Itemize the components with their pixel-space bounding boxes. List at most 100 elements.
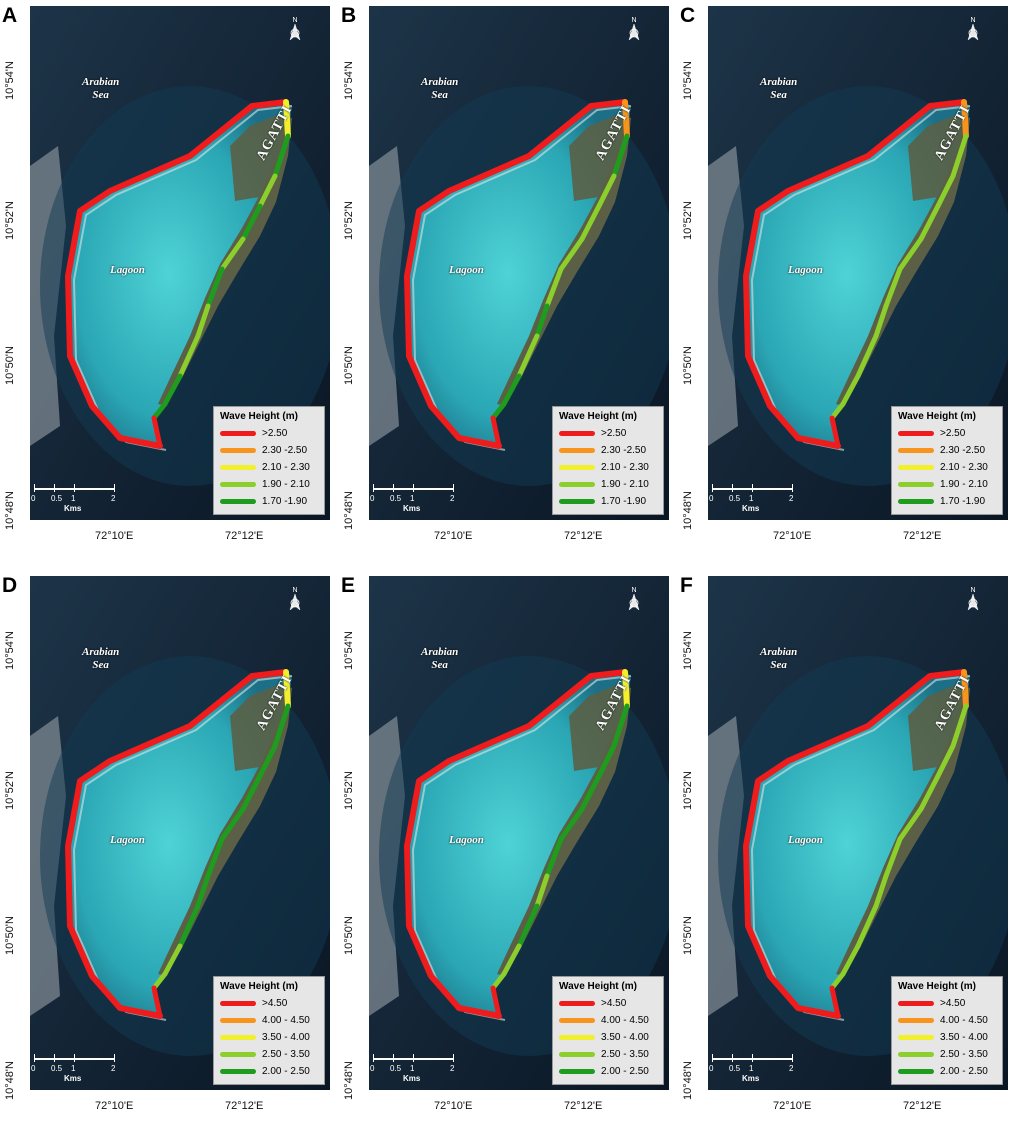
legend-title: Wave Height (m) <box>220 411 298 422</box>
panel-letter: D <box>2 574 18 597</box>
latitude-label: 10°48'N <box>343 1061 355 1100</box>
scale-tick-label: 2 <box>111 1064 116 1073</box>
satellite-map: Arabian Sea Lagoon AGATTI N 0 0.5 1 2 Kms Wave Hei… <box>708 6 1008 520</box>
legend-swatch <box>898 448 934 453</box>
legend-label: 3.50 - 4.00 <box>262 1032 310 1043</box>
wave-segment-east <box>935 743 956 779</box>
wave-segment-east <box>897 806 924 842</box>
scale-tick-label: 0 <box>370 494 375 503</box>
legend-swatch <box>898 1001 934 1006</box>
latitude-label: 10°48'N <box>4 491 16 530</box>
legend-label: >4.50 <box>262 998 288 1009</box>
wave-segment-east <box>162 373 183 407</box>
scale-bar: 0 0.5 1 2 Kms <box>370 482 463 513</box>
sea-label: Arabian Sea <box>82 646 120 671</box>
scale-unit: Kms <box>742 1074 760 1083</box>
wave-segment-east <box>516 333 540 379</box>
legend-swatch <box>220 1035 256 1040</box>
legend-swatch <box>559 482 595 487</box>
longitude-label: 72°12'E <box>564 1100 603 1112</box>
legend-swatch <box>220 1069 256 1074</box>
legend-label: 2.30 -2.50 <box>940 445 986 456</box>
scale-tick-label: 0 <box>31 1064 36 1073</box>
legend-entry: 2.50 - 3.50 <box>898 1046 1002 1063</box>
scale-tick-label: 1 <box>410 1064 415 1073</box>
wave-segment-east <box>829 985 841 1019</box>
latitude-label: 10°50'N <box>682 916 694 955</box>
wave-segment-east <box>829 401 846 421</box>
wave-segment-tip <box>961 99 969 139</box>
map-panel-e: E 10°54'N 10°52'N 10°50'N 10°48'N 72°10'E 72°1… <box>339 570 678 1130</box>
legend-swatch <box>220 1052 256 1057</box>
wave-segment-east <box>950 703 969 749</box>
longitude-label: 72°10'E <box>773 530 812 542</box>
satellite-map: Arabian Sea Lagoon AGATTI N 0 0.5 1 2 Kms Wave Hei… <box>30 6 330 520</box>
wave-segment-east <box>883 266 903 309</box>
atoll-map-svg <box>30 6 330 520</box>
north-arrow-icon: N <box>966 14 980 44</box>
scale-tick-label: 0 <box>370 1064 375 1073</box>
latitude-label: 10°50'N <box>343 916 355 955</box>
legend-label: 2.50 - 3.50 <box>262 1049 310 1060</box>
latitude-label: 10°54'N <box>343 631 355 670</box>
legend-label: 1.90 - 2.10 <box>940 479 988 490</box>
legend-label: 1.70 -1.90 <box>940 496 986 507</box>
legend-label: 4.00 - 4.50 <box>940 1015 988 1026</box>
legend-label: 2.50 - 3.50 <box>940 1049 988 1060</box>
legend-label: 1.70 -1.90 <box>601 496 647 507</box>
legend-label: 1.90 - 2.10 <box>262 479 310 490</box>
wave-segment-east <box>240 203 263 242</box>
legend-label: 2.00 - 2.50 <box>262 1066 310 1077</box>
panel-letter: B <box>341 4 357 27</box>
wave-segment-east <box>219 806 246 842</box>
lagoon-label: Lagoon <box>449 264 484 276</box>
legend-entry: >4.50 <box>898 995 1002 1012</box>
latitude-label: 10°54'N <box>4 61 16 100</box>
panel-letter: A <box>2 4 18 27</box>
lagoon-label: Lagoon <box>788 834 823 846</box>
wave-segment-east <box>596 743 617 779</box>
legend-label: 3.50 - 4.00 <box>601 1032 649 1043</box>
legend-label: 1.90 - 2.10 <box>601 479 649 490</box>
panel-letter: F <box>680 574 693 597</box>
legend-swatch <box>559 1069 595 1074</box>
svg-text:N: N <box>631 17 636 24</box>
legend-entry: 2.00 - 2.50 <box>898 1063 1002 1080</box>
wave-segment-east <box>558 236 585 272</box>
legend-title: Wave Height (m) <box>559 411 637 422</box>
legend-entry: 2.00 - 2.50 <box>220 1063 324 1080</box>
latitude-label: 10°52'N <box>4 771 16 810</box>
longitude-label: 72°10'E <box>434 1100 473 1112</box>
wave-segment-east <box>950 133 969 179</box>
legend-swatch <box>559 431 595 436</box>
legend-label: >4.50 <box>940 998 966 1009</box>
legend-label: >4.50 <box>601 998 627 1009</box>
legend-swatch <box>898 465 934 470</box>
wave-segment-east <box>829 415 841 449</box>
longitude-label: 72°12'E <box>903 1100 942 1112</box>
north-arrow-icon: N <box>288 584 302 614</box>
legend-swatch <box>220 465 256 470</box>
sea-label: Arabian Sea <box>421 646 459 671</box>
legend-swatch <box>559 1052 595 1057</box>
wave-segment-east <box>257 173 278 209</box>
wave-segment-west <box>65 99 289 449</box>
legend-swatch <box>220 448 256 453</box>
legend-swatch <box>898 1018 934 1023</box>
sea-label: Arabian Sea <box>760 646 798 671</box>
scale-unit: Kms <box>742 504 760 513</box>
map-panel-f: F 10°54'N 10°52'N 10°50'N 10°48'N 72°10'E 72°1… <box>678 570 1017 1130</box>
legend-title: Wave Height (m) <box>220 981 298 992</box>
legend-entry: 2.10 - 2.30 <box>220 459 324 476</box>
lagoon-label: Lagoon <box>110 834 145 846</box>
scale-bar: 0 0.5 1 2 Kms <box>31 482 124 513</box>
scale-tick-label: 0.5 <box>390 494 402 503</box>
wave-segment-east <box>257 743 278 779</box>
legend-swatch <box>220 1018 256 1023</box>
legend-label: 2.30 -2.50 <box>601 445 647 456</box>
lagoon-label: Lagoon <box>788 264 823 276</box>
wave-segment-east <box>829 971 846 991</box>
wave-segment-east <box>272 703 291 749</box>
legend-label: >2.50 <box>601 428 627 439</box>
legend-swatch <box>559 465 595 470</box>
